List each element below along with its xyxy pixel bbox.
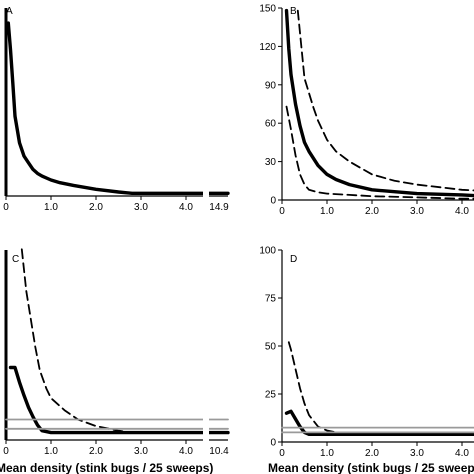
x-tick-label: 4.0: [179, 446, 193, 457]
y-tick-label: 90: [265, 80, 277, 91]
series-line-solid-thick-0: [284, 8, 474, 198]
y-tick-label: 50: [265, 342, 277, 353]
panel-d: D 0 1.0 2.0 3.0 4.0 0 25 50 75 100: [259, 246, 474, 459]
panel-letter-d: D: [290, 254, 297, 265]
panel-letter-b: B: [290, 6, 297, 17]
y-tick-label: 75: [265, 294, 277, 305]
y-tick-label: 25: [265, 390, 277, 401]
x-tick-label: 0: [3, 446, 9, 457]
x-tick-label: 1.0: [44, 446, 58, 457]
x-tick-label: 2.0: [365, 448, 379, 459]
x-tick-label: 0: [279, 206, 285, 217]
y-tick-label: 30: [265, 157, 277, 168]
y-tick-label: 60: [265, 119, 277, 130]
y-tick-label: 0: [270, 438, 276, 449]
series-line-solid-thick-0: [6, 21, 230, 195]
series-line-dashed-upper-1: [296, 9, 474, 192]
panel-b: B 0 1.0 2.0 3.0 4.0 0 30 60 90 120 150: [259, 4, 474, 217]
y-tick-label: 0: [270, 196, 276, 207]
x-break-tick-label: 14.9: [209, 202, 229, 213]
y-tick-label: 100: [259, 246, 276, 257]
x-tick-label: 1.0: [320, 448, 334, 459]
x-tick-label: 4.0: [455, 206, 469, 217]
x-tick-label: 2.0: [89, 202, 103, 213]
panel-a: A 0 1.0 2.0 3.0 4.0 14.9: [3, 2, 230, 213]
x-tick-label: 2.0: [365, 206, 379, 217]
x-break-tick-label: 10.4: [209, 446, 229, 457]
series-line-dashed-lower-2: [285, 105, 474, 200]
y-tick-label: 120: [259, 42, 276, 53]
x-tick-label: 2.0: [89, 446, 103, 457]
x-tick-label: 4.0: [179, 202, 193, 213]
x-tick-label: 3.0: [134, 202, 148, 213]
x-tick-label: 3.0: [410, 206, 424, 217]
x-tick-label: 4.0: [455, 448, 469, 459]
panel-letter-c: C: [12, 254, 19, 265]
x-tick-label: 0: [3, 202, 9, 213]
y-tick-label: 150: [259, 4, 276, 15]
x-axis-label-c: Mean density (stink bugs / 25 sweeps): [0, 461, 213, 474]
panel-c: C 0 1.0 2.0 3.0 4.0 10.4: [3, 244, 230, 457]
series-line-dashed-1: [287, 341, 474, 436]
x-axis-label-d: Mean density (stink bugs / 25 sweeps): [268, 461, 474, 474]
x-tick-label: 1.0: [44, 202, 58, 213]
panel-letter-a: A: [6, 6, 13, 17]
x-tick-label: 3.0: [410, 448, 424, 459]
x-tick-label: 0: [279, 448, 285, 459]
x-tick-label: 3.0: [134, 446, 148, 457]
axis-break-gap: [203, 244, 209, 442]
x-tick-label: 1.0: [320, 206, 334, 217]
axis-break-gap: [203, 2, 209, 198]
series-line-dashed-1: [20, 248, 229, 434]
